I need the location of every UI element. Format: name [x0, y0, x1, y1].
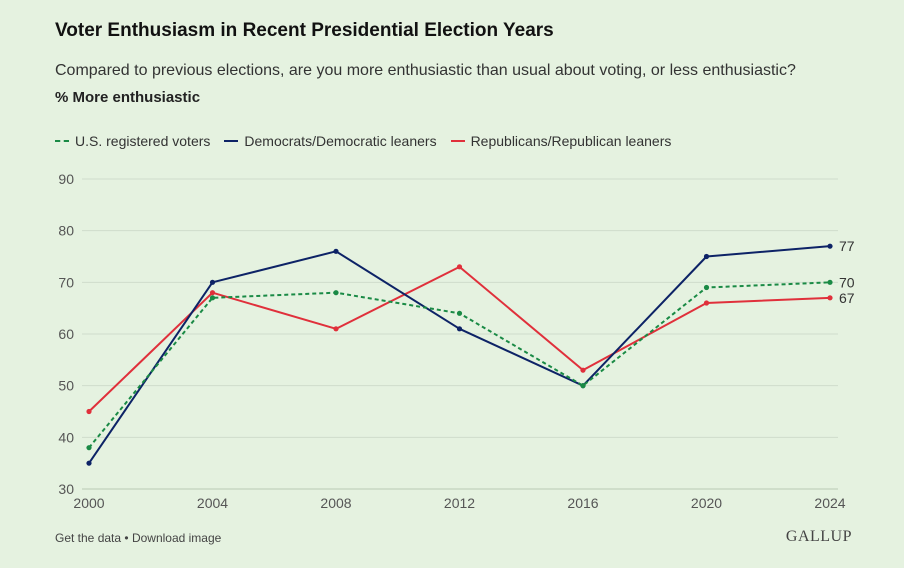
x-tick-label: 2012 [444, 495, 475, 511]
series-line-republicans [88, 265, 831, 413]
data-point-republicans [827, 295, 833, 301]
gallup-logo: GALLUP [785, 528, 852, 545]
legend-swatch-registered-voters [55, 140, 69, 142]
data-point-registered-voters [827, 279, 833, 285]
x-tick-label: 2016 [567, 495, 598, 511]
data-point-democrats [827, 243, 833, 249]
series-line-registered-voters [88, 281, 831, 449]
data-point-registered-voters [209, 295, 216, 301]
data-point-registered-voters [333, 290, 339, 296]
legend-label-democrats: Democrats/Democratic leaners [244, 133, 437, 149]
data-point-republicans [456, 264, 463, 270]
x-tick-label: 2004 [197, 495, 228, 511]
data-point-republicans [580, 367, 586, 373]
end-label-republicans: 67 [839, 290, 855, 306]
data-point-registered-voters [86, 445, 92, 451]
data-point-democrats [703, 253, 710, 260]
data-point-democrats [456, 326, 463, 332]
legend-swatch-democrats [224, 140, 239, 142]
y-tick-label: 50 [58, 378, 74, 394]
legend-item-registered-voters: U.S. registered voters [55, 133, 210, 149]
legend-item-democrats: Democrats/Democratic leaners [224, 133, 437, 149]
data-point-registered-voters [580, 383, 586, 389]
data-point-republicans [209, 290, 216, 296]
legend-item-republicans: Republicans/Republican leaners [450, 133, 672, 149]
download-image-link[interactable]: Download image [131, 531, 222, 545]
legend-label-republicans: Republicans/Republican leaners [470, 133, 672, 149]
data-point-registered-voters [703, 284, 710, 291]
get-data-link[interactable]: Get the data [55, 531, 122, 545]
y-tick-label: 40 [58, 429, 74, 445]
data-point-republicans [333, 326, 339, 332]
chart-subtitle: Compared to previous elections, are you … [55, 62, 796, 79]
y-axis-metric-label: % More enthusiastic [55, 89, 201, 106]
y-tick-label: 70 [58, 274, 74, 290]
legend: U.S. registered voters Democrats/Democra… [55, 133, 671, 149]
end-label-registered-voters: 70 [839, 274, 855, 290]
x-tick-label: 2024 [814, 495, 845, 511]
y-tick-label: 30 [58, 481, 74, 497]
y-tick-label: 90 [58, 171, 74, 187]
data-point-republicans [86, 408, 92, 415]
footer-links: Get the data • Download image [55, 531, 221, 545]
x-tick-label: 2020 [691, 495, 722, 511]
x-tick-label: 2000 [73, 495, 104, 511]
data-point-democrats [209, 279, 216, 285]
y-tick-label: 80 [58, 223, 74, 239]
data-point-democrats [333, 248, 339, 254]
data-point-democrats [86, 460, 92, 466]
end-label-democrats: 77 [839, 238, 855, 254]
series-line-democrats [88, 245, 831, 464]
data-point-registered-voters [456, 310, 463, 316]
legend-swatch-republicans [450, 140, 465, 142]
data-point-republicans [703, 300, 710, 306]
footer-separator: • [124, 531, 129, 545]
chart-title: Voter Enthusiasm in Recent Presidential … [55, 20, 554, 41]
legend-label-registered-voters: U.S. registered voters [75, 133, 211, 149]
y-tick-label: 60 [58, 326, 74, 342]
x-tick-label: 2008 [320, 495, 351, 511]
